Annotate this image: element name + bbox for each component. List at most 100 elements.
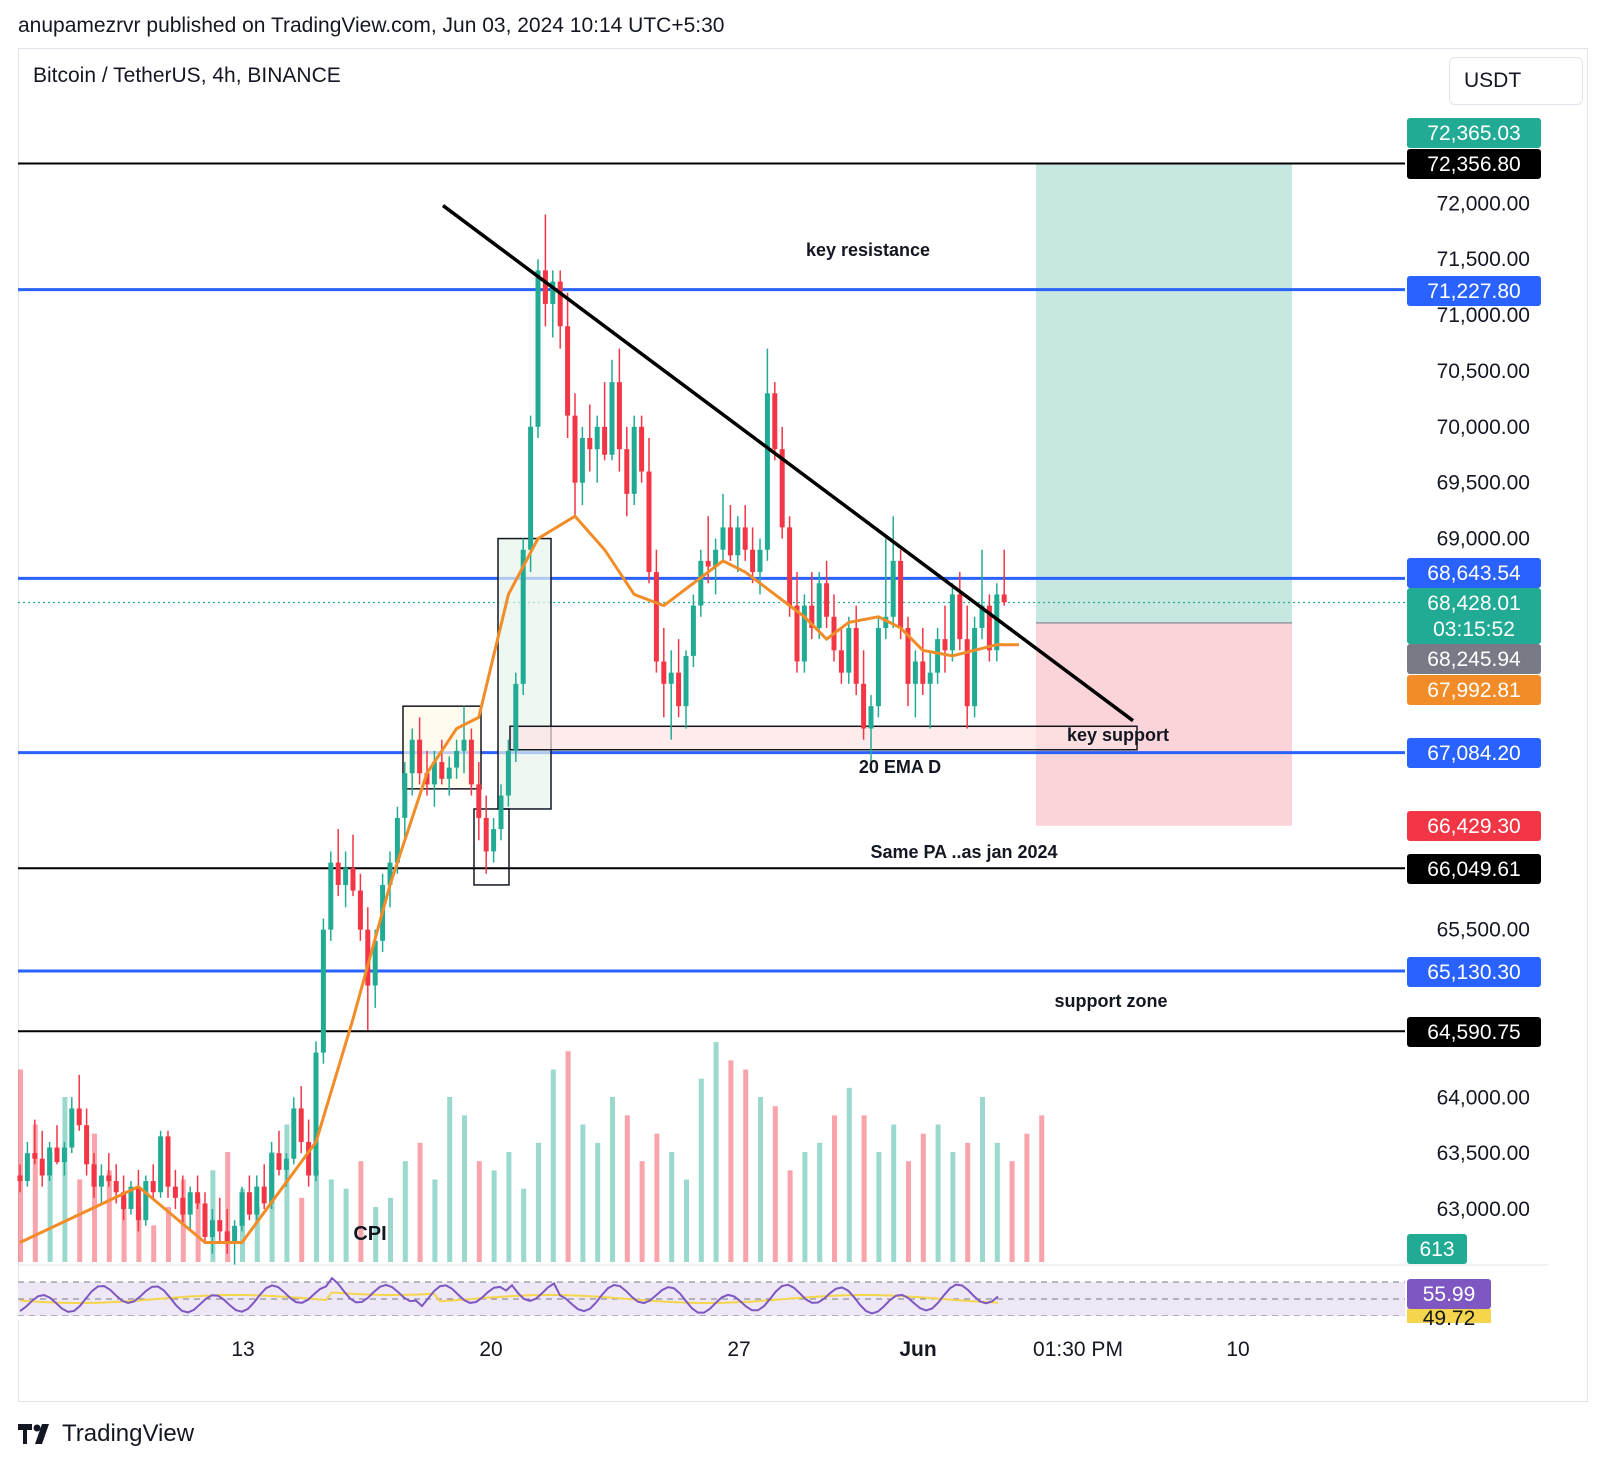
candle: [291, 1097, 297, 1165]
candle-body: [424, 773, 430, 785]
candle-body: [209, 1220, 215, 1237]
price-labels: 72,365.03 72,356.80 71,227.80 68,643.54 68,4…: [18, 118, 1541, 1330]
candle: [720, 493, 726, 561]
candle-body: [158, 1136, 164, 1193]
price-label-text: 68,245.94: [1427, 648, 1521, 671]
price-label-bg: [1407, 675, 1541, 705]
candle-body: [372, 940, 378, 986]
candle-body: [720, 527, 726, 550]
price-label-text: 66,049.61: [1427, 858, 1520, 881]
candle-body: [505, 750, 511, 796]
candle: [742, 505, 748, 561]
candle: [624, 426, 630, 517]
price-label: 71,227.80: [1407, 276, 1541, 306]
candle-body: [816, 583, 822, 628]
candle: [661, 627, 667, 718]
annotation-label: support zone: [1055, 991, 1168, 1011]
price-label-text: 72,365.03: [1427, 122, 1520, 145]
candle: [690, 594, 696, 668]
candle: [579, 426, 585, 506]
candle: [838, 627, 844, 684]
annotation-label: 20 EMA D: [859, 757, 941, 777]
candle-body: [676, 672, 682, 707]
volume-bar: [980, 1097, 985, 1262]
symbol-title: Bitcoin / TetherUS, 4h, BINANCE: [33, 64, 341, 87]
x-tick-label: 13: [231, 1338, 254, 1361]
candle-body: [572, 415, 578, 483]
price-label: 67,992.81: [1407, 675, 1541, 705]
candle-body: [128, 1186, 134, 1209]
price-label: 66,049.61: [1407, 854, 1541, 884]
candle: [861, 650, 867, 740]
candle: [846, 616, 852, 684]
candle: [409, 728, 415, 796]
candle-body: [705, 560, 711, 567]
candle-body: [779, 449, 785, 528]
candle-body: [61, 1147, 67, 1163]
volume-bar: [195, 1197, 201, 1262]
y-tick-label: 64,000.00: [1437, 1086, 1530, 1109]
candle-body: [557, 281, 563, 327]
footer-brand[interactable]: TradingView: [18, 1420, 194, 1448]
candle: [357, 873, 363, 941]
candle-body: [76, 1108, 82, 1126]
candle-body: [476, 784, 482, 818]
candle: [491, 817, 497, 863]
candle-body: [579, 437, 585, 483]
candle: [698, 549, 704, 617]
candle-body: [150, 1181, 156, 1193]
candle-body: [520, 549, 526, 684]
volume-bar: [684, 1179, 689, 1262]
volume-bar: [713, 1042, 719, 1262]
candle-body: [69, 1108, 75, 1148]
candle-body: [616, 382, 622, 450]
price-chart[interactable]: key resistance key support 20 EMA D Same PA…: [0, 0, 1600, 1410]
volume-bar: [254, 1207, 260, 1262]
rsi-value-text: 55.99: [1423, 1283, 1476, 1306]
candle: [150, 1164, 156, 1198]
candle: [32, 1119, 38, 1165]
volume-bar: [358, 1161, 364, 1262]
candle: [106, 1153, 112, 1187]
volume-bar: [1009, 1161, 1015, 1262]
candle-body: [84, 1125, 90, 1165]
candle: [616, 348, 622, 472]
candle: [135, 1169, 141, 1232]
candle: [942, 605, 948, 673]
candle: [831, 594, 837, 662]
y-tick-label: 69,000.00: [1437, 528, 1530, 551]
volume-bar: [669, 1152, 675, 1262]
volume-label-text: 613: [1419, 1238, 1454, 1261]
volume-bar: [225, 1152, 231, 1262]
price-axis: 72,000.00 71,500.00 71,000.00 70,500.00 70,0…: [1437, 192, 1530, 1221]
candle: [335, 829, 341, 897]
candle-body: [498, 795, 504, 830]
rsi-value-bg: [1407, 1279, 1491, 1309]
candle-body: [957, 594, 963, 640]
candle-body: [787, 527, 793, 606]
candle: [47, 1141, 53, 1182]
x-tick-label: 20: [479, 1338, 502, 1361]
candle-body: [742, 527, 748, 550]
candle: [276, 1130, 282, 1176]
volume-bar: [462, 1115, 467, 1262]
candle-body: [920, 661, 926, 684]
price-label: 65,130.30: [1407, 957, 1541, 987]
candle: [594, 415, 600, 483]
rsi-signal-text: 49.72: [1423, 1307, 1476, 1330]
price-label-text: 72,356.80: [1427, 153, 1520, 176]
candle: [587, 404, 593, 472]
candle-body: [535, 270, 541, 427]
candle: [875, 616, 881, 718]
volume-bar: [314, 1170, 319, 1262]
volume-bar: [728, 1060, 734, 1262]
candle: [224, 1209, 230, 1254]
volume-bar: [373, 1207, 379, 1262]
candle: [121, 1175, 127, 1221]
candle: [816, 572, 822, 640]
candle-body: [602, 426, 608, 455]
currency-button[interactable]: USDT: [1449, 57, 1583, 105]
volume-bar: [624, 1115, 630, 1262]
candle-body: [343, 868, 349, 885]
candle: [631, 415, 637, 506]
